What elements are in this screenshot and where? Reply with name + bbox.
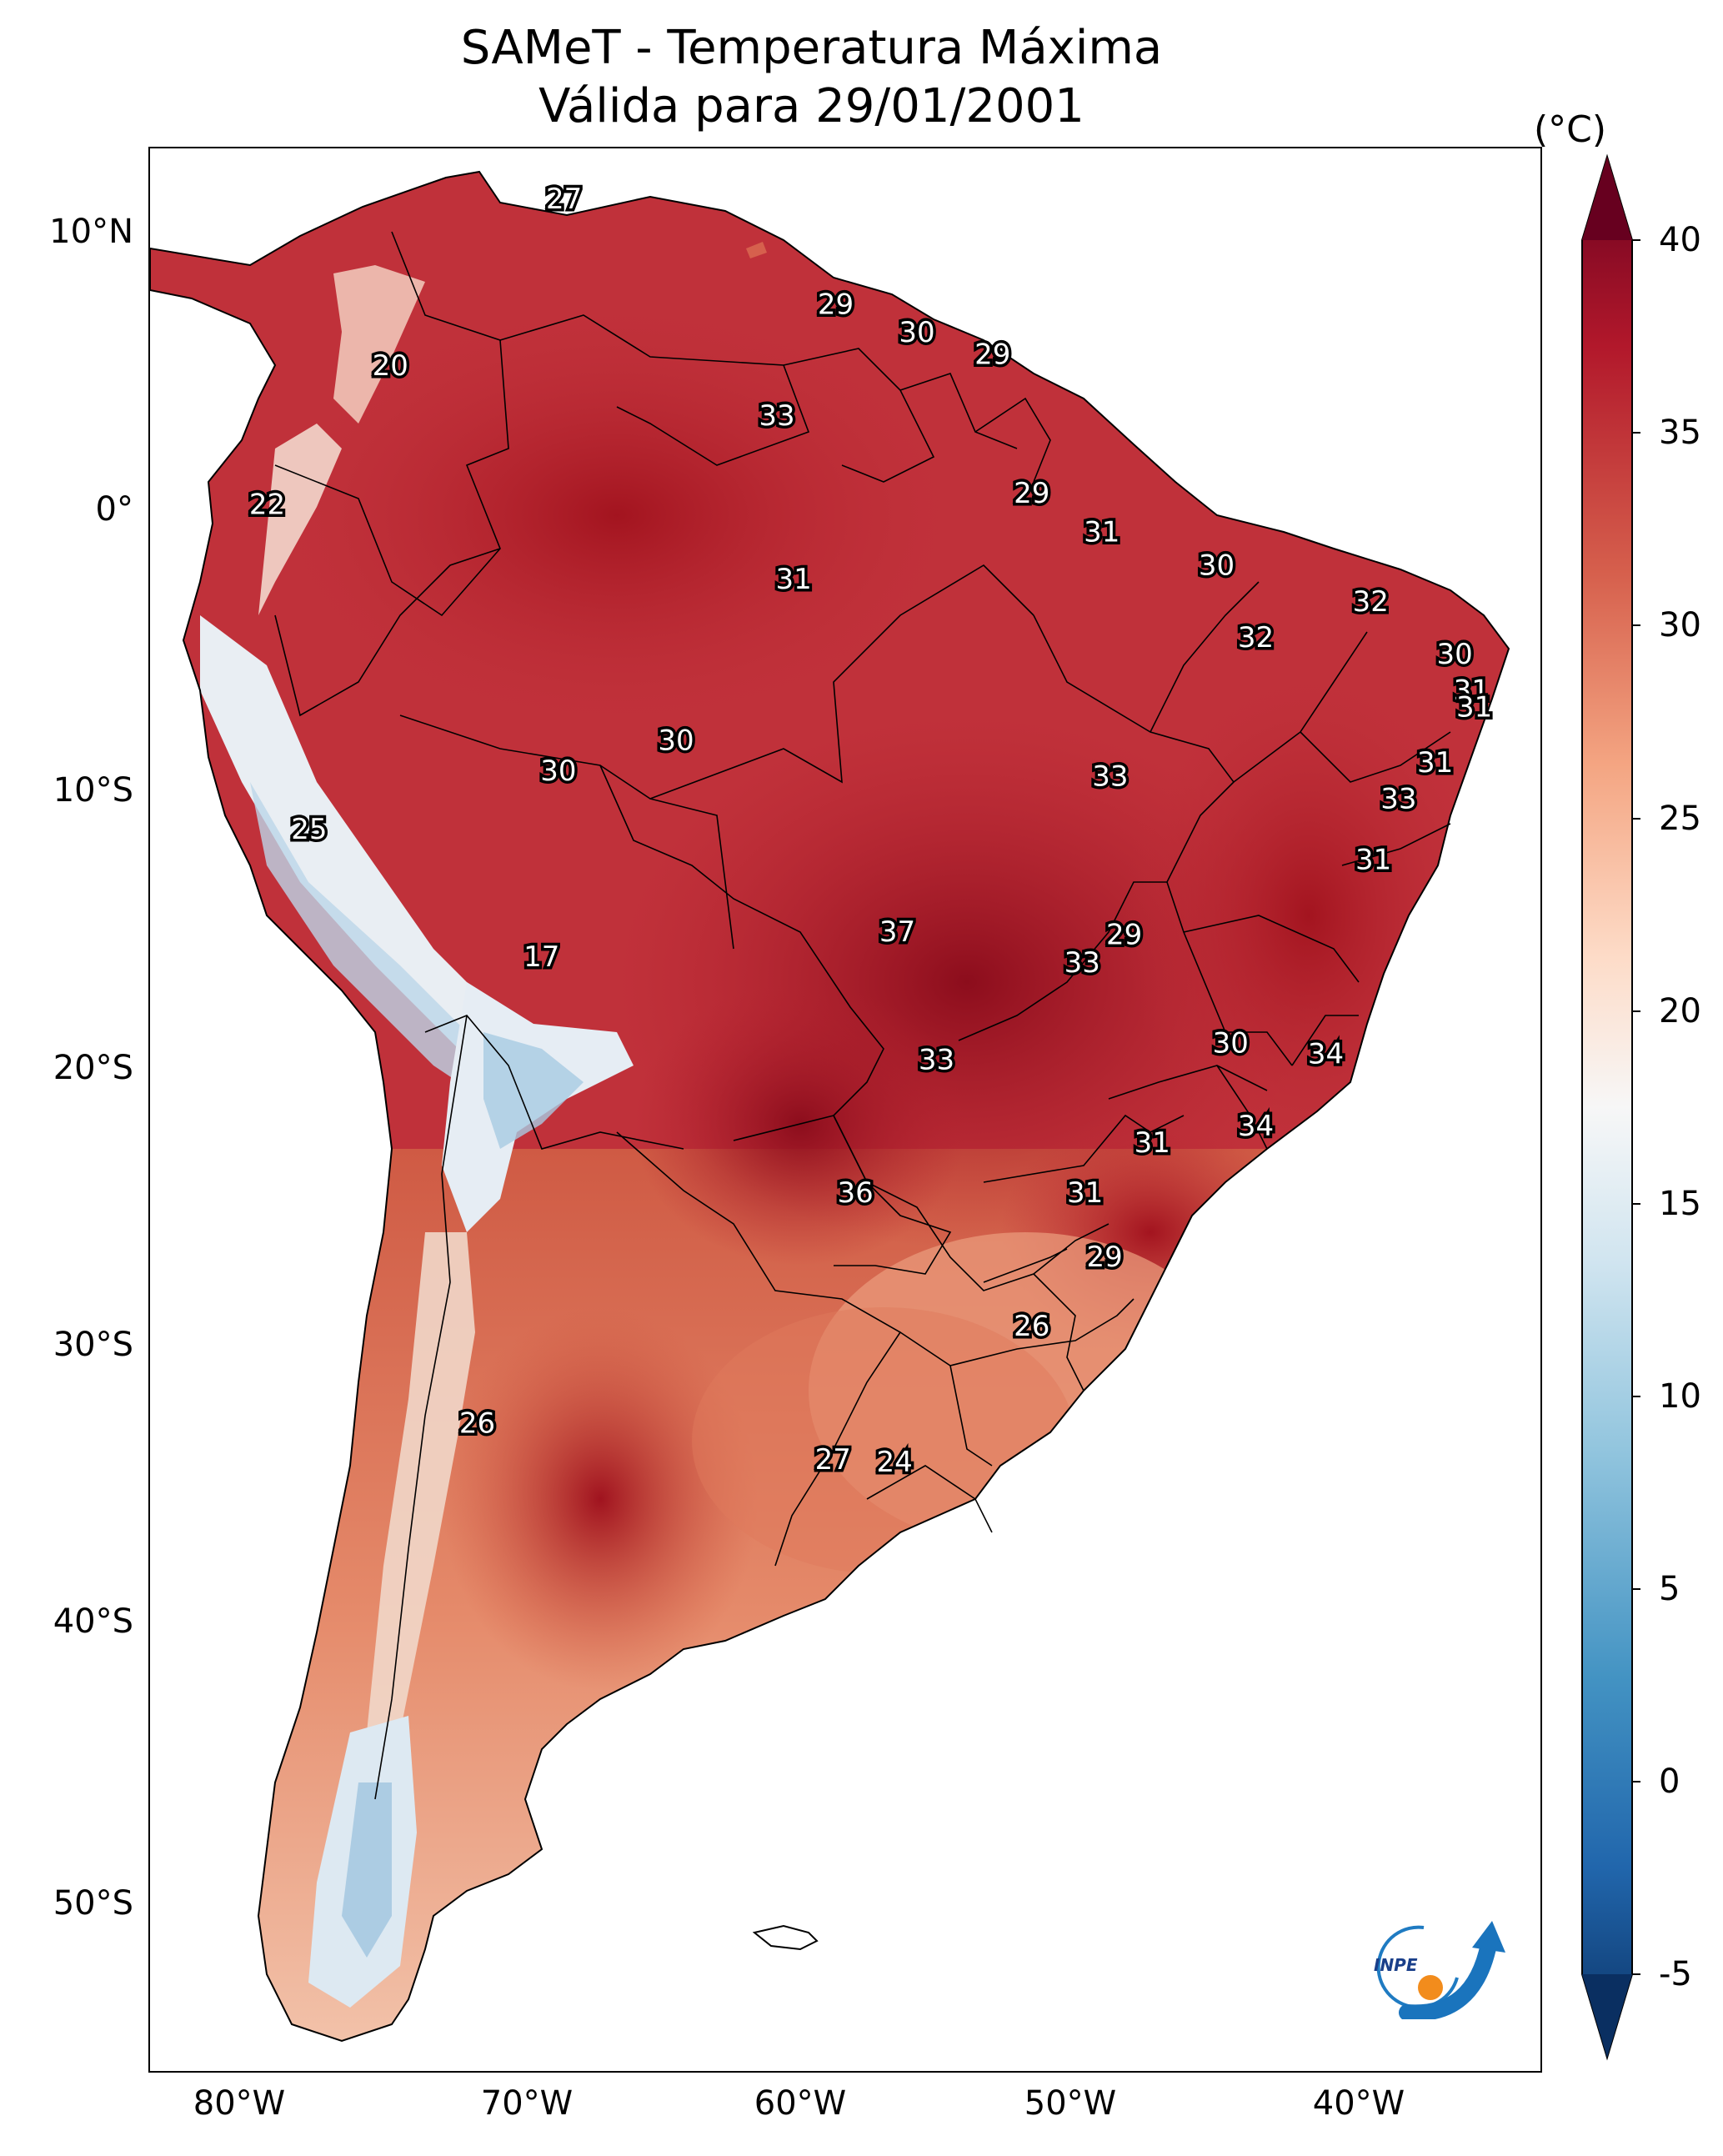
lat-tick-label: 20°S xyxy=(53,1049,133,1087)
contour-label: 29 xyxy=(818,288,854,322)
map-subtitle-date: Válida para 29/01/2001 xyxy=(538,79,1084,133)
colorbar-tick-label: 5 xyxy=(1659,1570,1680,1608)
contour-label: 32 xyxy=(1353,585,1389,619)
contour-label: 33 xyxy=(919,1043,954,1076)
contour-label: 30 xyxy=(1436,638,1472,671)
contour-label: 37 xyxy=(879,915,915,949)
contour-label: 31 xyxy=(1454,674,1490,707)
lat-tick-label: 10°N xyxy=(49,213,133,251)
contour-label: 27 xyxy=(546,183,582,216)
colorbar-ticks xyxy=(1632,239,1640,1975)
colorbar-max-arrow xyxy=(1582,157,1632,240)
contour-label: 30 xyxy=(658,724,694,757)
colorbar-tick-label: 40 xyxy=(1659,221,1701,259)
contour-label: 33 xyxy=(1064,946,1100,980)
trinidad-island xyxy=(746,242,767,258)
contour-label: 20 xyxy=(373,349,408,383)
contour-label: 33 xyxy=(759,399,794,433)
contour-label: 26 xyxy=(1014,1310,1049,1343)
lon-tick-label: 70°W xyxy=(480,2084,573,2123)
logo-orbit-icon xyxy=(1376,1925,1459,2009)
lat-tick-label: 40°S xyxy=(53,1602,133,1641)
contour-label: 31 xyxy=(1456,690,1492,724)
contour-label: 24 xyxy=(876,1446,912,1479)
contour-label: 31 xyxy=(1417,746,1453,780)
contour-label: 29 xyxy=(1086,1241,1122,1274)
country-borders xyxy=(274,231,1451,1800)
map-title: SAMeT - Temperatura Máxima xyxy=(460,21,1163,75)
inpe-logo: INPE xyxy=(1374,1921,1505,2019)
contour-label: 22 xyxy=(249,488,285,521)
lat-tick-label: 10°S xyxy=(53,771,133,810)
contour-label: 30 xyxy=(1213,1026,1249,1060)
lat-tick-label: 30°S xyxy=(53,1326,133,1364)
colorbar-tick-label: 10 xyxy=(1659,1377,1701,1416)
contour-label: 32 xyxy=(1238,621,1274,654)
logo-arrow-icon xyxy=(1472,1921,1505,1953)
lat-tick-label: 50°S xyxy=(53,1884,133,1923)
coastline xyxy=(150,170,1510,2043)
contour-label: 29 xyxy=(974,338,1010,372)
logo-text: INPE xyxy=(1374,1955,1418,1975)
falklands-outline xyxy=(752,1924,819,1951)
colorbar-tick-label: 15 xyxy=(1659,1185,1701,1223)
contour-label: 25 xyxy=(291,813,327,846)
contour-label: 31 xyxy=(1134,1126,1170,1160)
map-panel[interactable]: 27 20 22 29 30 29 33 29 31 31 30 32 32 30 31 31 30 30 33 31… xyxy=(148,147,1542,2073)
colorbar-tick-label: -5 xyxy=(1659,1955,1692,1993)
colorbar-tick-label: 20 xyxy=(1659,992,1701,1030)
lat-tick-label: 0° xyxy=(95,490,133,529)
lon-tick-label: 40°W xyxy=(1312,2084,1405,2123)
colorbar-tick-label: 25 xyxy=(1659,800,1701,838)
logo-sun-icon xyxy=(1418,1975,1443,2000)
lon-tick-label: 50°W xyxy=(1024,2084,1117,2123)
contour-label: 33 xyxy=(1092,760,1128,794)
contour-label: 33 xyxy=(1380,782,1416,815)
contour-label: 30 xyxy=(899,316,934,349)
logo-swoosh-icon xyxy=(1399,1936,1497,2019)
contour-label: 30 xyxy=(1199,549,1235,583)
contour-label: 36 xyxy=(837,1176,873,1210)
contour-label: 34 xyxy=(1238,1110,1274,1143)
colorbar-unit: (°C) xyxy=(1534,108,1607,151)
contour-label: 17 xyxy=(523,940,559,974)
colorbar-min-arrow xyxy=(1582,1974,1632,2058)
contour-label: 27 xyxy=(815,1443,851,1477)
contour-label: 29 xyxy=(1106,918,1142,951)
colorbar-tick-label: 30 xyxy=(1659,606,1701,644)
contour-label: 31 xyxy=(1355,844,1391,877)
contour-label: 31 xyxy=(776,563,812,596)
contour-label: 31 xyxy=(1067,1176,1103,1210)
lon-tick-label: 80°W xyxy=(193,2084,286,2123)
colorbar xyxy=(1581,153,1640,2061)
contour-label: 29 xyxy=(1014,477,1049,510)
contour-label: 31 xyxy=(1084,516,1119,549)
colorbar-tick-label: 35 xyxy=(1659,414,1701,452)
lon-tick-label: 60°W xyxy=(754,2084,847,2123)
contour-label: 34 xyxy=(1308,1038,1344,1071)
contour-label: 30 xyxy=(540,755,576,788)
contour-label: 26 xyxy=(459,1407,495,1441)
colorbar-scale xyxy=(1581,153,1633,2061)
colorbar-tick-label: 0 xyxy=(1659,1762,1680,1801)
